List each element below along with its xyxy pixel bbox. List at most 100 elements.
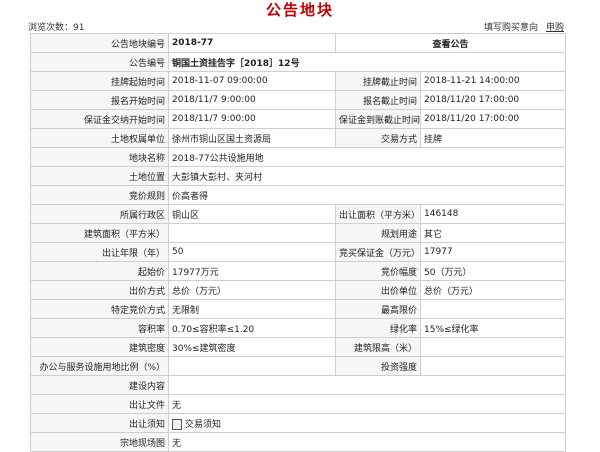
field-value: 15%≤绿化率 [419, 318, 567, 338]
field-value [168, 356, 336, 376]
table-row: 公告编号 铜国土资挂告字［2018］12号 [30, 52, 567, 72]
field-label: 投资强度 [335, 356, 421, 376]
field-label: 报名截止时间 [335, 90, 421, 110]
table-row: 出让文件无 [30, 394, 567, 414]
field-value: 价高者得 [167, 185, 567, 205]
table-row: 起始价 17977万元 竞价幅度 50（万元） [30, 261, 567, 281]
field-value: 146148 [419, 204, 567, 224]
view-count: 浏览次数：91 [28, 23, 85, 33]
field-label: 竞买保证金（万元） [335, 242, 421, 262]
field-value: 铜山区 [168, 204, 336, 224]
field-label: 土地权属单位 [30, 128, 169, 148]
field-value: 徐州市铜山区国土资源局 [168, 128, 336, 148]
field-label: 建设内容 [30, 375, 169, 395]
field-value: 2018/11/7 9:00:00 [168, 90, 336, 110]
field-label: 出价单位 [335, 280, 421, 300]
attachment-link[interactable]: 交易须知 [185, 419, 222, 430]
field-label: 出让文件 [30, 394, 169, 414]
page-title: 公告地块 [265, 1, 334, 19]
file-icon [172, 418, 182, 430]
field-label: 出让年限（年） [30, 242, 169, 262]
field-value [168, 223, 336, 243]
field-value: 无限制 [168, 299, 336, 319]
table-row: 容积率 0.70≤容积率≤1.20 绿化率 15%≤绿化率 [30, 318, 567, 338]
field-value: 总价（万元） [419, 280, 567, 300]
field-label: 出价方式 [30, 280, 169, 300]
notice-link[interactable]: 查看公告 [334, 33, 567, 53]
field-label: 保证金交纳开始时间 [30, 109, 169, 129]
table-row: 建设内容 [30, 375, 567, 395]
field-label: 办公与服务设施用地比例（%） [30, 356, 169, 376]
table-row: 保证金交纳开始时间 2018/11/7 9:00:00 保证金到账截止时间 2018/… [30, 109, 567, 129]
table-row: 出让须知 交易须知 [30, 413, 567, 433]
field-value: 50（万元） [419, 261, 567, 281]
field-value: 大彭镇大彭村、夹河村 [167, 166, 567, 186]
field-value [419, 356, 567, 376]
field-label: 起始价 [30, 261, 169, 281]
field-label: 公告编号 [30, 52, 169, 72]
field-value [167, 375, 567, 395]
field-label: 土地位置 [30, 166, 169, 186]
field-value: 铜国土资挂告字［2018］12号 [167, 52, 567, 72]
field-value: 17977 [419, 242, 567, 262]
field-label: 规划用途 [335, 223, 421, 243]
field-value: 30%≤建筑密度 [168, 337, 336, 357]
field-label: 宗地现场图 [30, 432, 169, 452]
table-row: 公告地块编号 2018-77 查看公告 [30, 33, 567, 53]
table-row: 宗地现场图无 [30, 432, 567, 452]
field-label: 竞价幅度 [335, 261, 421, 281]
table-row: 挂牌起始时间 2018-11-07 09:00:00 挂牌截止时间 2018-11-2… [30, 71, 567, 91]
field-label: 报名开始时间 [30, 90, 169, 110]
table-row: 特定竞价方式 无限制 最高限价 [30, 299, 567, 319]
actions: 填写购买意向 申购 [476, 20, 564, 33]
field-label: 出让面积（平方米） [335, 204, 421, 224]
field-label: 所属行政区 [30, 204, 169, 224]
table-row: 办公与服务设施用地比例（%） 投资强度 [30, 356, 567, 376]
field-label: 绿化率 [335, 318, 421, 338]
table-row: 土地位置 大彭镇大彭村、夹河村 [30, 166, 567, 186]
table-row: 出价方式 总价（万元） 出价单位 总价（万元） [30, 280, 567, 300]
table-row: 报名开始时间 2018/11/7 9:00:00 报名截止时间 2018/11/20 … [30, 90, 567, 110]
field-value: 2018/11/7 9:00:00 [168, 109, 336, 129]
action-link[interactable]: 填写购买意向 [483, 23, 538, 33]
table-row: 土地权属单位 徐州市铜山区国土资源局 交易方式 挂牌 [30, 128, 567, 148]
field-label: 竞价规则 [30, 185, 169, 205]
table-row: 所属行政区 铜山区 出让面积（平方米） 146148 [30, 204, 567, 224]
field-value: 挂牌 [419, 128, 567, 148]
page: 公告地块 浏览次数：91 填写购买意向 申购 公告地块编号 2018-77 查看公告公… [28, 1, 567, 452]
field-label: 特定竞价方式 [30, 299, 169, 319]
field-label: 建筑限高（米） [335, 337, 421, 357]
field-label: 挂牌起始时间 [30, 71, 169, 91]
field-value: 无 [167, 432, 567, 452]
field-label: 公告地块编号 [30, 33, 169, 53]
field-label: 出让须知 [30, 413, 169, 433]
field-value: 交易须知 [167, 413, 567, 433]
field-label: 挂牌截止时间 [335, 71, 421, 91]
field-value: 0.70≤容积率≤1.20 [168, 318, 336, 338]
field-label: 容积率 [30, 318, 169, 338]
action-link[interactable]: 申购 [545, 23, 564, 33]
field-value: 17977万元 [168, 261, 336, 281]
field-value: 2018-11-07 09:00:00 [168, 71, 336, 91]
table-row: 建筑密度 30%≤建筑密度 建筑限高（米） [30, 337, 567, 357]
table-row: 建筑面积（平方米） 规划用途 其它 [30, 223, 567, 243]
field-value: 其它 [419, 223, 567, 243]
info-table: 公告地块编号 2018-77 查看公告 公告编号 铜国土资挂告字［2018］12号 挂牌起… [30, 33, 567, 452]
field-value [419, 299, 567, 319]
field-value: 无 [167, 394, 567, 414]
field-value [419, 337, 567, 357]
field-value: 50 [168, 242, 336, 262]
table-row: 竞价规则 价高者得 [30, 185, 567, 205]
field-value: 2018/11/20 17:00:00 [419, 90, 567, 110]
table-row: 出让年限（年） 50 竞买保证金（万元） 17977 [30, 242, 567, 262]
field-value: 2018-77 [168, 33, 336, 53]
field-label: 建筑密度 [30, 337, 169, 357]
field-value: 2018/11/20 17:00:00 [419, 109, 567, 129]
field-label: 建筑面积（平方米） [30, 223, 169, 243]
field-value: 2018-11-21 14:00:00 [419, 71, 567, 91]
field-label: 保证金到账截止时间 [335, 109, 421, 129]
table-row: 地块名称 2018-77公共设施用地 [30, 147, 567, 167]
field-label: 最高限价 [335, 299, 421, 319]
field-value: 总价（万元） [168, 280, 336, 300]
field-label: 交易方式 [335, 128, 421, 148]
